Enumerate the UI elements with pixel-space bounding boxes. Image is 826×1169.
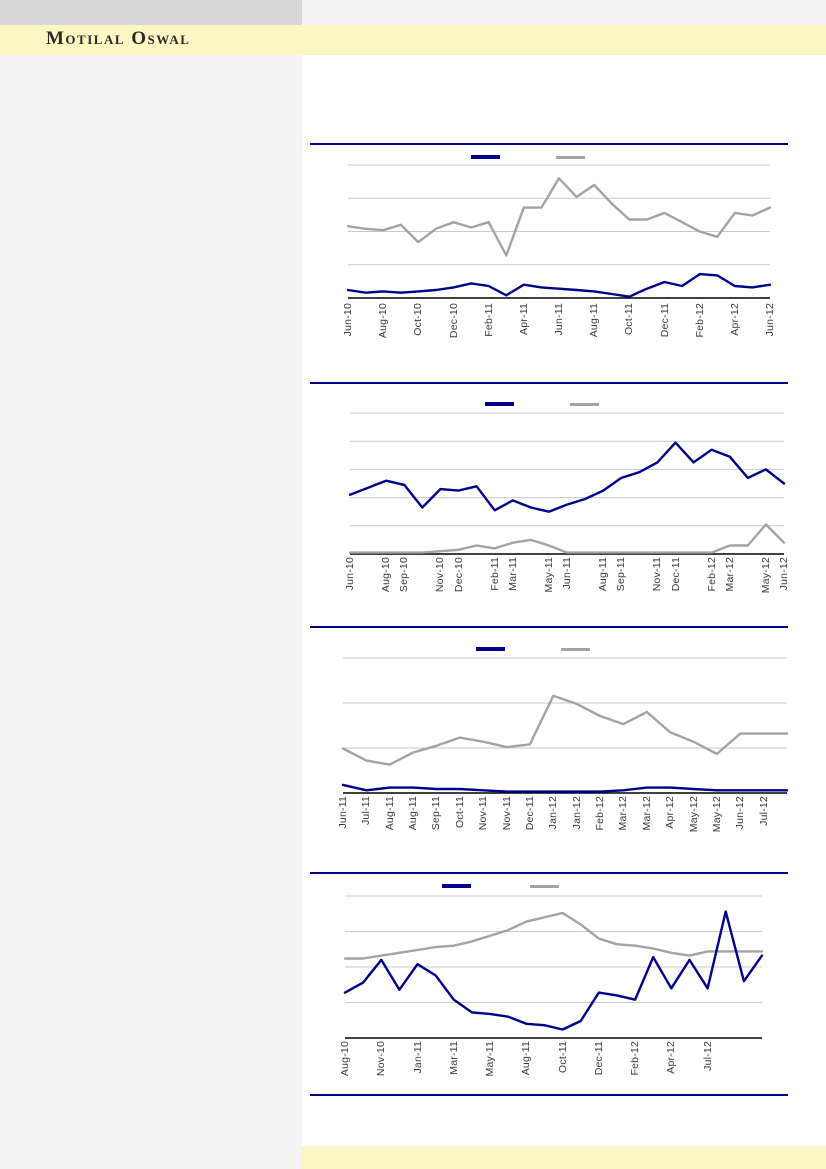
bottom-rule [310,1094,788,1096]
x-tick-label: Dec-10 [448,303,460,339]
x-tick-label: May-11 [484,1041,496,1077]
chart-4-legend-navy-swatch [442,884,471,888]
top-gray-bar [0,0,302,25]
chart-4-top-rule [310,872,788,874]
x-tick-label: Aug-11 [407,796,419,831]
x-tick-label: Feb-12 [694,303,706,338]
x-tick-label: May-12 [711,796,723,833]
chart-3-top-rule [310,626,788,628]
chart-4-navy-series [343,910,764,1031]
brand-banner: Motilal Oswal [0,25,826,55]
x-tick-label: Jun-12 [764,303,776,337]
x-tick-label: Aug-10 [339,1041,351,1077]
chart-2-plot [348,412,786,555]
x-tick-label: Aug-11 [588,303,600,338]
x-tick-label: Jan-12 [571,796,583,830]
x-tick-label: Jun-10 [342,303,354,337]
x-tick-label: Aug-11 [597,557,609,592]
chart-2-gray-series [348,523,786,554]
x-tick-label: Aug-11 [520,1041,532,1076]
x-tick-label: May-11 [543,557,555,593]
chart-1-navy-series [346,272,772,298]
x-tick-label: Nov-10 [375,1041,387,1077]
x-tick-label: Jun-11 [561,557,573,590]
chart-2-navy-series [348,441,786,513]
x-tick-label: Nov-11 [651,557,663,592]
x-tick-label: Jan-12 [547,796,559,830]
x-tick-label: Feb-12 [706,557,718,592]
x-tick-label: Dec-11 [524,796,536,831]
chart-3-gray-series [341,694,789,766]
x-tick-label: Aug-10 [380,557,392,593]
x-tick-label: Mar-12 [617,796,629,831]
x-tick-label: Apr-12 [665,1041,677,1074]
brand-logo: Motilal Oswal [46,28,191,49]
chart-3-plot [341,657,789,794]
chart-1-gray-series [346,177,772,257]
x-tick-label: Sep-10 [398,557,410,593]
chart-4-gray-series [343,911,764,960]
x-tick-label: Mar-12 [641,796,653,831]
x-tick-label: Apr-12 [729,303,741,336]
x-tick-label: Jun-10 [344,557,356,591]
x-tick-label: Sep-11 [615,557,627,592]
x-tick-label: Mar-11 [448,1041,460,1075]
x-tick-label: Apr-12 [664,796,676,829]
chart-3-navy-series [341,783,789,793]
chart-3-legend-gray-swatch [561,648,590,651]
x-tick-label: Oct-10 [412,303,424,336]
x-tick-label: Dec-11 [659,303,671,338]
x-tick-label: Nov-10 [434,557,446,593]
x-tick-label: Jun-12 [778,557,790,591]
chart-1-legend-gray-swatch [556,156,585,159]
x-tick-label: Oct-11 [557,1041,569,1073]
chart-1-legend-navy-swatch [471,155,500,159]
x-tick-label: Nov-11 [501,796,513,831]
x-tick-label: Dec-11 [670,557,682,592]
chart-2-legend-gray-swatch [570,403,599,406]
x-tick-label: May-12 [688,796,700,833]
x-tick-label: Jul-12 [758,796,770,826]
chart-2-legend-navy-swatch [485,402,514,406]
x-tick-label: Sep-11 [430,796,442,831]
x-tick-label: Dec-10 [453,557,465,593]
x-tick-label: Aug-11 [384,796,396,831]
x-tick-label: Jul-12 [702,1041,714,1071]
x-tick-label: Feb-12 [594,796,606,831]
x-tick-label: Mar-12 [724,557,736,592]
x-tick-label: Nov-11 [477,796,489,831]
chart-4-legend-gray-swatch [530,885,559,888]
x-tick-label: Feb-11 [489,557,501,591]
x-tick-label: Jul-11 [360,796,372,826]
chart-1-top-rule [310,143,788,145]
x-tick-label: Jun-11 [337,796,349,829]
x-tick-label: Oct-11 [623,303,635,335]
x-tick-label: Apr-11 [518,303,530,335]
top-right-strip [302,0,826,25]
x-tick-label: Feb-11 [483,303,495,337]
left-panel [0,55,302,1169]
chart-3-legend-navy-swatch [476,647,505,651]
x-tick-label: Feb-12 [629,1041,641,1076]
x-tick-label: Mar-11 [507,557,519,591]
x-tick-label: Dec-11 [593,1041,605,1076]
chart-2-top-rule [310,382,788,384]
x-tick-label: Jan-11 [412,1041,424,1074]
x-tick-label: Aug-10 [377,303,389,339]
chart-1-plot [346,164,772,299]
footer-band [302,1146,826,1169]
x-tick-label: Oct-11 [454,796,466,828]
x-tick-label: Jun-11 [553,303,565,336]
x-tick-label: May-12 [760,557,772,594]
x-tick-label: Jun-12 [734,796,746,830]
chart-4-plot [343,895,764,1039]
